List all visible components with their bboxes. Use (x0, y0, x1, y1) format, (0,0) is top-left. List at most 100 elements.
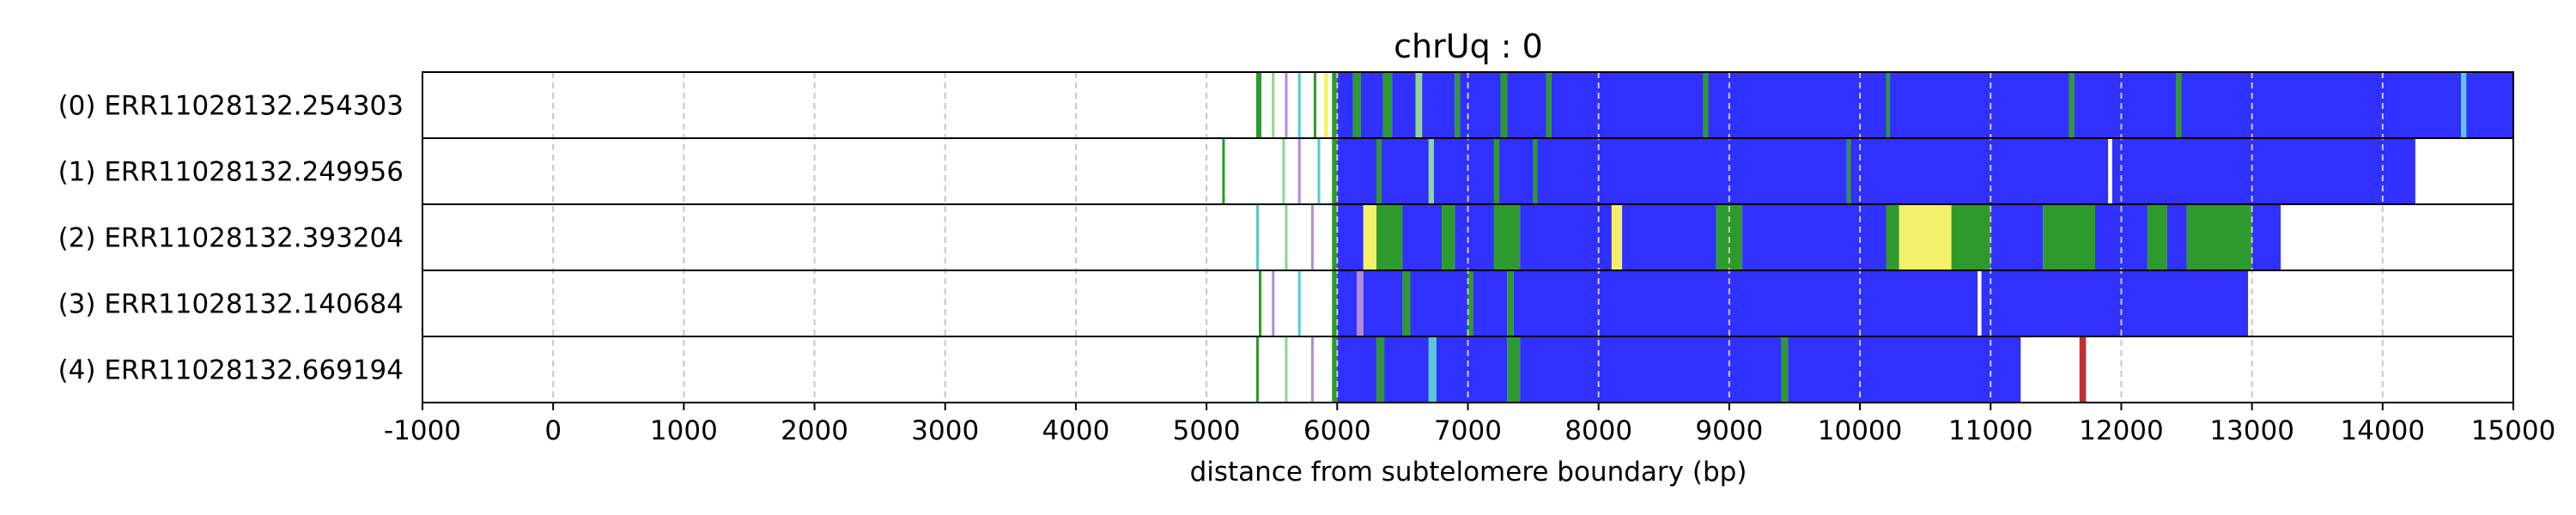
segment (2074, 72, 2177, 138)
segment (1255, 336, 1259, 403)
segment (1433, 138, 1494, 204)
segment (1493, 138, 1500, 204)
segment (2079, 336, 2087, 403)
segment (1332, 204, 1338, 270)
segment (1332, 138, 1338, 204)
segment (1742, 204, 1886, 270)
x-axis-label: distance from subtelomere boundary (bp) (1190, 457, 1747, 488)
x-tick-label: 13000 (2209, 415, 2294, 446)
x-tick-label: 9000 (1695, 415, 1763, 446)
row-label: (0) ERR11028132.254303 (58, 91, 404, 122)
segment (1384, 336, 1429, 403)
x-tick-label: 3000 (911, 415, 979, 446)
segment (1332, 270, 1338, 336)
segment (2466, 72, 2513, 138)
x-tick-label: 0 (544, 415, 562, 446)
segment (2111, 138, 2415, 204)
row-label: (3) ERR11028132.140684 (58, 289, 404, 320)
segment (1846, 138, 1851, 204)
x-tick-label: 7000 (1434, 415, 1502, 446)
x-tick-label: 12000 (2079, 415, 2164, 446)
segment (2181, 72, 2462, 138)
x-tick-label: -1000 (384, 415, 461, 446)
segment (2176, 72, 2182, 138)
segment (1272, 270, 1275, 336)
segment (1507, 270, 1514, 336)
segment (1357, 270, 1364, 336)
segment (1455, 72, 1461, 138)
segment (1259, 270, 1262, 336)
segment (1222, 138, 1225, 204)
segment (1520, 336, 1782, 403)
segment (1255, 72, 1262, 138)
row-label: (2) ERR11028132.393204 (58, 223, 404, 254)
segment (2186, 204, 2252, 270)
segment (1332, 336, 1338, 403)
segment (1520, 204, 1612, 270)
segment (1297, 138, 1301, 204)
segment (1410, 270, 1468, 336)
segment (1285, 204, 1288, 270)
segment (1473, 270, 1508, 336)
segment (1537, 138, 1847, 204)
chart-title: chrUq : 0 (1394, 27, 1543, 65)
segment (1551, 72, 1704, 138)
segment (1899, 204, 1952, 270)
segment (1981, 270, 2249, 336)
x-tick-label: 10000 (1818, 415, 1903, 446)
segment (1415, 72, 1423, 138)
segment (1886, 204, 1899, 270)
segment (1890, 72, 2069, 138)
segment (1285, 336, 1288, 403)
segment (1313, 72, 1316, 138)
segment (1499, 138, 1534, 204)
segment (1310, 204, 1314, 270)
segment (1310, 336, 1314, 403)
segment (1611, 204, 1623, 270)
segment (1255, 204, 1259, 270)
segment (1297, 72, 1301, 138)
segment (1436, 336, 1508, 403)
segment (1272, 72, 1275, 138)
segment (1422, 72, 1455, 138)
segment (1332, 72, 1338, 138)
segment (1376, 336, 1385, 403)
segment (1951, 204, 1991, 270)
segment (1455, 204, 1494, 270)
segment (1363, 204, 1376, 270)
segment (2043, 204, 2095, 270)
x-tick-label: 4000 (1042, 415, 1109, 446)
segment (1337, 72, 1353, 138)
row-label: (1) ERR11028132.249956 (58, 157, 404, 188)
segment (2108, 138, 2112, 204)
segment (1467, 270, 1473, 336)
segment (1781, 336, 1789, 403)
segment (1788, 336, 2021, 403)
segment (1978, 270, 1982, 336)
segment (1493, 204, 1521, 270)
segment (1460, 72, 1501, 138)
segment (1533, 138, 1538, 204)
segment (1546, 72, 1552, 138)
segment (1382, 72, 1393, 138)
segment (1507, 336, 1521, 403)
segment (1442, 204, 1455, 270)
x-tick-label: 1000 (650, 415, 718, 446)
segment (1337, 204, 1364, 270)
segment (2147, 204, 2167, 270)
segment (1507, 72, 1546, 138)
segment (1428, 138, 1434, 204)
segment (2461, 72, 2467, 138)
segment (1708, 72, 1886, 138)
row-label: (4) ERR11028132.669194 (58, 355, 404, 386)
x-tick-label: 8000 (1564, 415, 1632, 446)
segment (1285, 72, 1288, 138)
x-tick-label: 6000 (1303, 415, 1371, 446)
x-tick-label: 15000 (2471, 415, 2556, 446)
segment (2166, 204, 2187, 270)
segment (1360, 72, 1383, 138)
segment (2069, 72, 2075, 138)
segment (1376, 204, 1403, 270)
segment (2251, 204, 2281, 270)
